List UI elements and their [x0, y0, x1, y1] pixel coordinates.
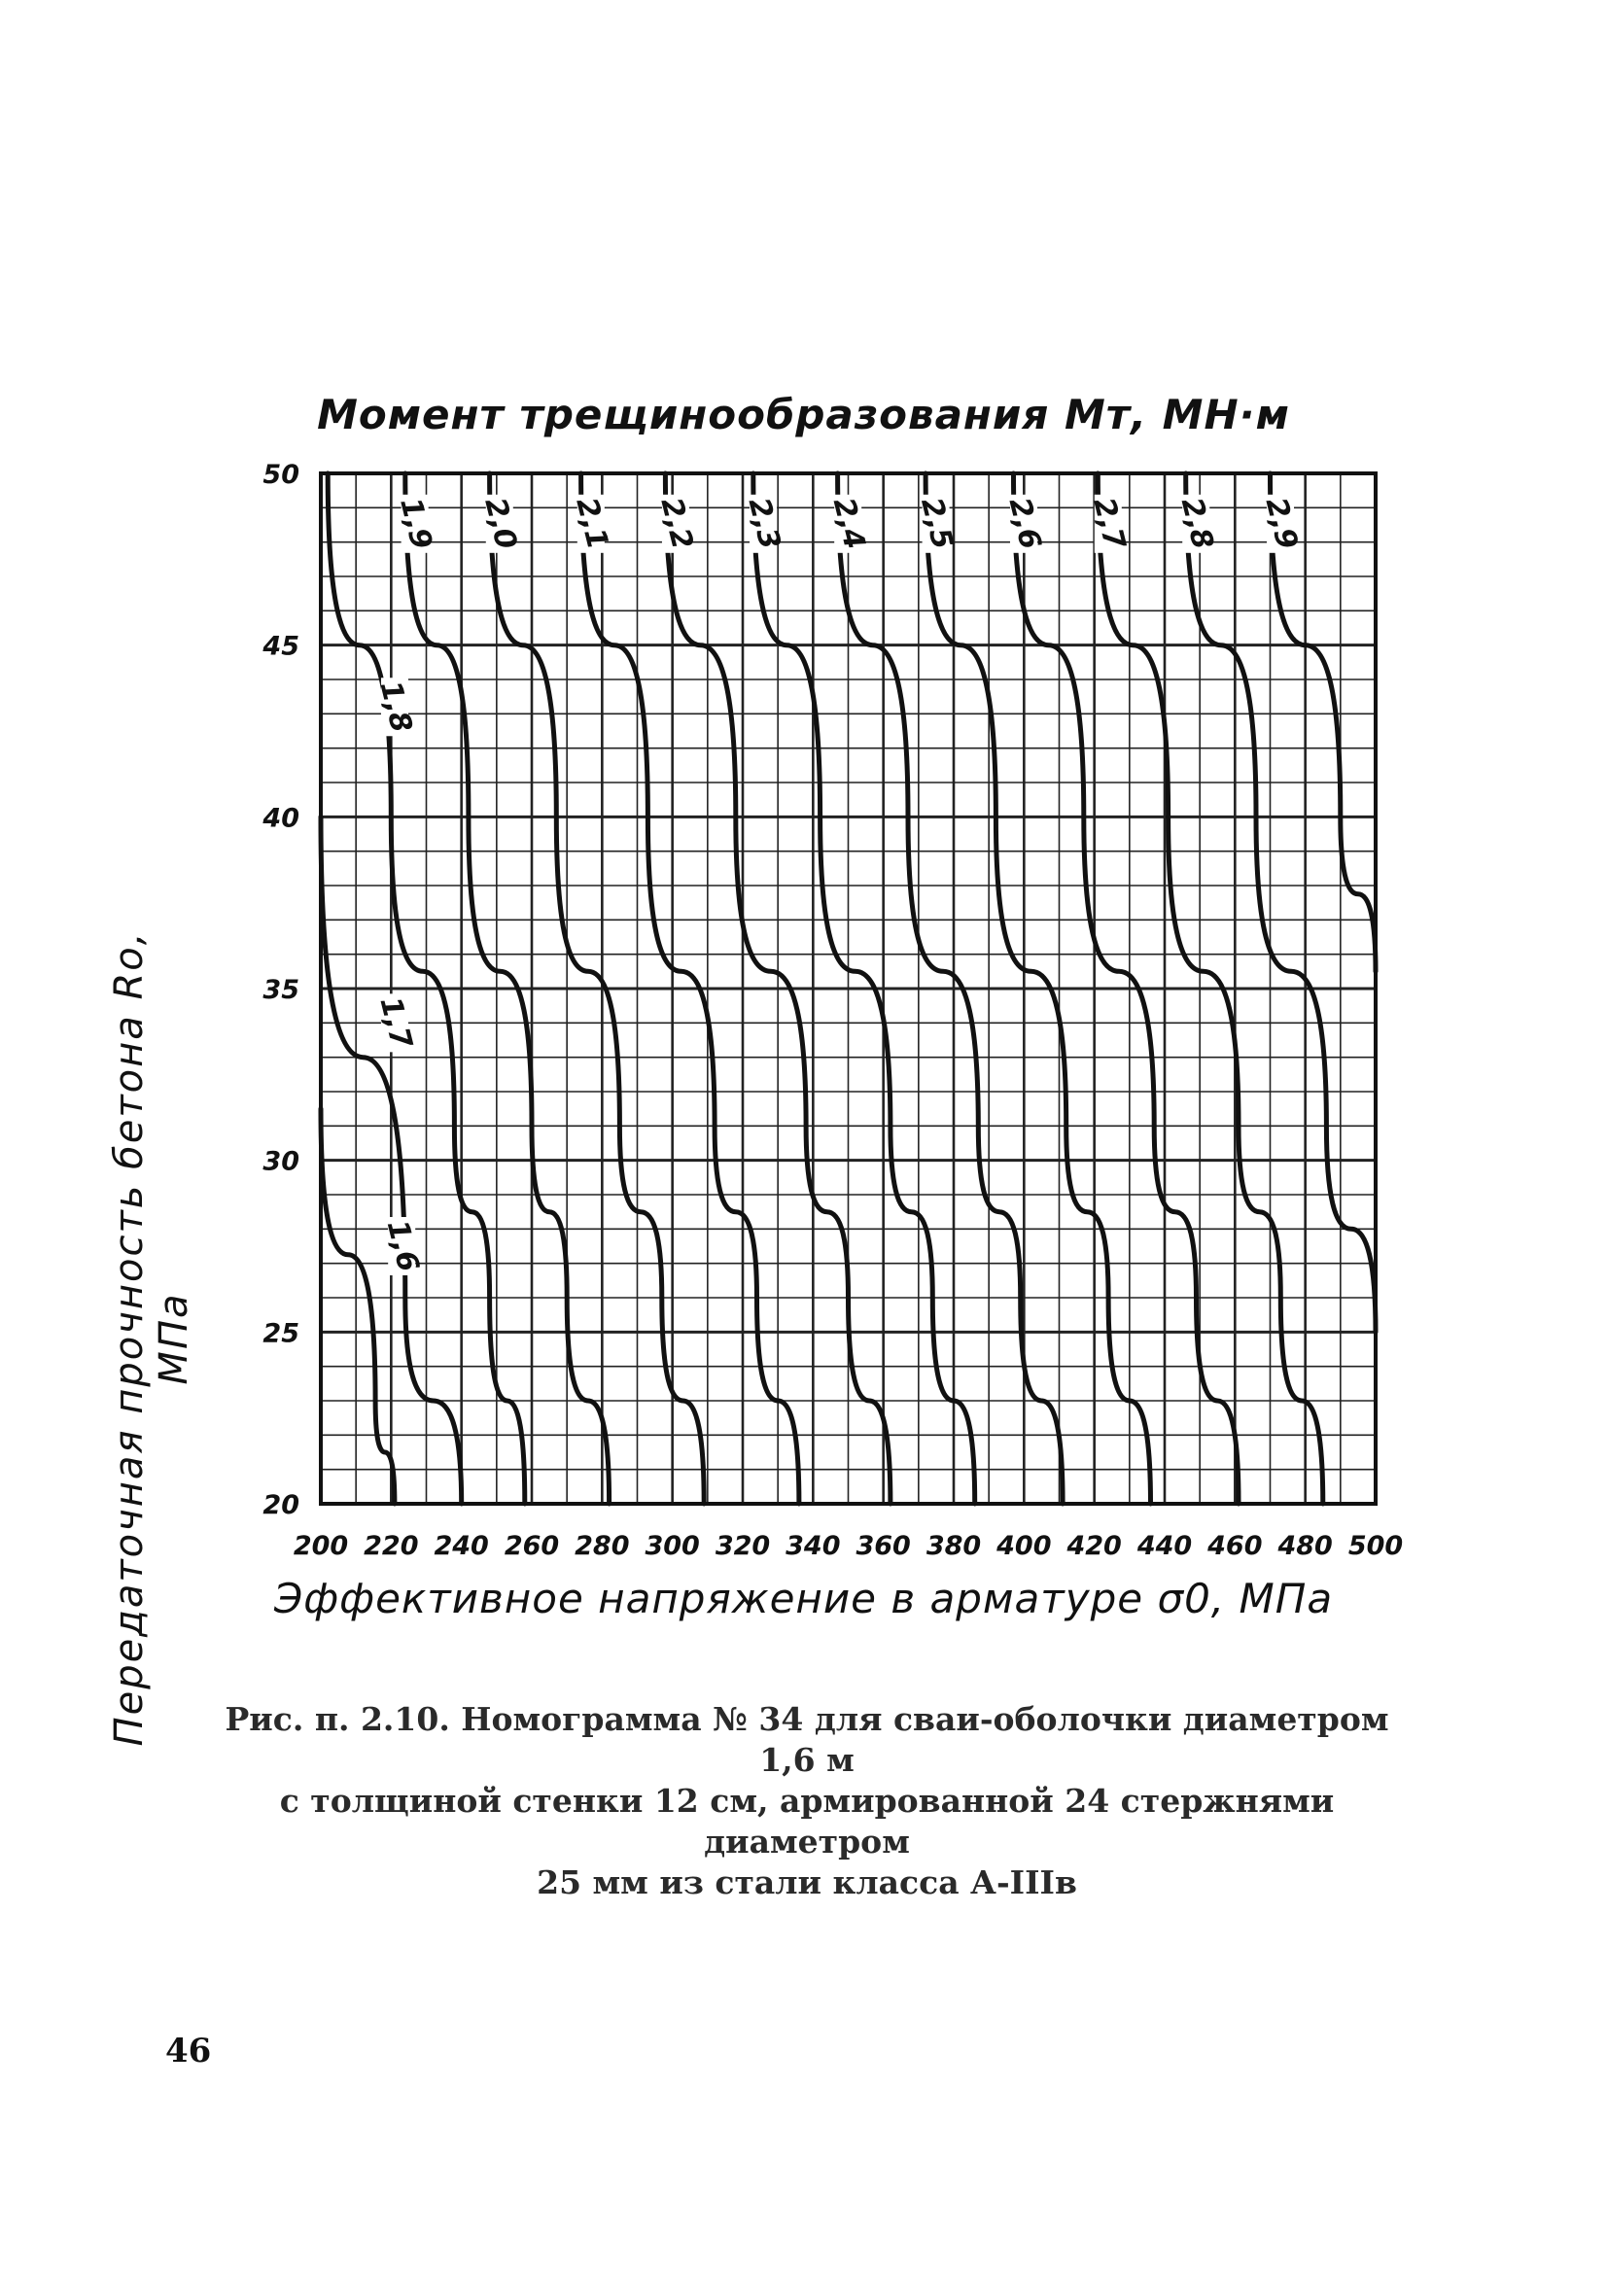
series-label: 2,8: [1174, 495, 1220, 553]
y-axis-title: Передаточная прочность бетона Ro, МПа: [107, 930, 196, 1747]
x-tick-label: 500: [1348, 1531, 1403, 1561]
chart-title: Момент трещинообразования Мт, МН·м: [317, 391, 1290, 438]
x-tick-label: 200: [294, 1531, 348, 1561]
series-label-bg: [576, 494, 605, 553]
caption-line-3: 25 мм из стали класса А-IIIв: [537, 1863, 1077, 1901]
series-label-bg: [1267, 494, 1295, 553]
curves: [318, 470, 1379, 1507]
x-tick-label: 360: [856, 1531, 910, 1561]
series-line: [1183, 470, 1379, 1335]
x-tick-label: 460: [1206, 1531, 1262, 1561]
series-line: [325, 470, 528, 1507]
series-label-bg: [380, 678, 408, 737]
x-tick-label: 380: [926, 1531, 981, 1561]
series-label: 1,8: [373, 678, 419, 736]
tick-labels: 200 220 240 260 280 300 320 340 360 380 400 420 440 4…: [262, 460, 1403, 1561]
x-tick-label: 320: [716, 1531, 770, 1561]
series-label-bg: [1182, 494, 1210, 553]
caption-line-2: с толщиной стенки 12 см, армированной 24…: [279, 1782, 1335, 1861]
series-line: [835, 470, 1066, 1507]
y-tick-label: 30: [262, 1147, 299, 1177]
y-tick-label: 50: [262, 460, 299, 490]
x-tick-label: 220: [364, 1531, 418, 1561]
series-line: [402, 470, 612, 1507]
series-label: 2,6: [1002, 495, 1048, 553]
series-label: 2,4: [826, 495, 872, 553]
series-label-bg: [750, 494, 778, 553]
series-label-bg: [834, 494, 862, 553]
x-tick-label: 420: [1066, 1531, 1121, 1561]
figure-caption: Рис. п. 2.10. Номограмма № 34 для сваи-о…: [204, 1699, 1410, 1903]
x-tick-label: 400: [996, 1531, 1051, 1561]
series-label-bg: [1009, 494, 1037, 553]
x-tick-label: 240: [434, 1531, 488, 1561]
series-label: 2,2: [654, 495, 700, 553]
caption-line-1: Рис. п. 2.10. Номограмма № 34 для сваи-о…: [225, 1700, 1389, 1779]
series-line: [923, 470, 1153, 1507]
curve-labels: 1,61,71,81,9 2,0 2,1 2,2 2,3 2,4 2,5 2,6 2,7 2,8 2…: [373, 494, 1305, 1275]
x-tick-label: 260: [505, 1531, 559, 1561]
series-line: [1268, 470, 1379, 974]
y-tick-label: 40: [262, 803, 299, 833]
series-label-bg: [380, 993, 408, 1053]
series-label: 2,9: [1259, 495, 1305, 553]
page-number: 46: [165, 2032, 212, 2070]
series-label: 1,9: [393, 495, 438, 553]
y-tick-label: 25: [262, 1318, 299, 1348]
series-label-bg: [388, 1217, 416, 1275]
x-axis-title: Эффективное напряжение в арматуре σ0, МП…: [273, 1575, 1334, 1622]
x-tick-label: 340: [786, 1531, 840, 1561]
series-label-bg: [922, 494, 950, 553]
series-line: [1011, 470, 1241, 1507]
plot-frame: [319, 471, 1378, 1506]
series-label: 1,7: [373, 993, 419, 1052]
x-tick-label: 440: [1136, 1531, 1192, 1561]
series-label: 1,6: [380, 1217, 426, 1275]
series-line: [1095, 470, 1326, 1507]
x-tick-label: 280: [575, 1531, 629, 1561]
series-label-bg: [1094, 494, 1122, 553]
series-label-bg: [401, 494, 429, 553]
y-tick-label: 35: [262, 975, 299, 1005]
series-label: 2,1: [569, 495, 614, 553]
nomogram-plot: 1,61,71,81,9 2,0 2,1 2,2 2,3 2,4 2,5 2,6 2,7 2,8 2…: [262, 460, 1403, 1561]
series-label-bg: [661, 494, 689, 553]
series-line: [318, 814, 465, 1507]
x-tick-label: 300: [645, 1531, 699, 1561]
series-line: [751, 470, 978, 1507]
series-label-bg: [485, 494, 513, 553]
y-tick-label: 20: [262, 1490, 299, 1520]
series-label: 2,3: [742, 495, 787, 553]
y-tick-label: 45: [262, 632, 299, 662]
series-line: [318, 1106, 398, 1507]
x-tick-label: 480: [1276, 1531, 1332, 1561]
series-line: [662, 470, 893, 1507]
series-label: 2,0: [477, 495, 523, 553]
series-line: [487, 470, 707, 1507]
series-line: [578, 470, 802, 1507]
